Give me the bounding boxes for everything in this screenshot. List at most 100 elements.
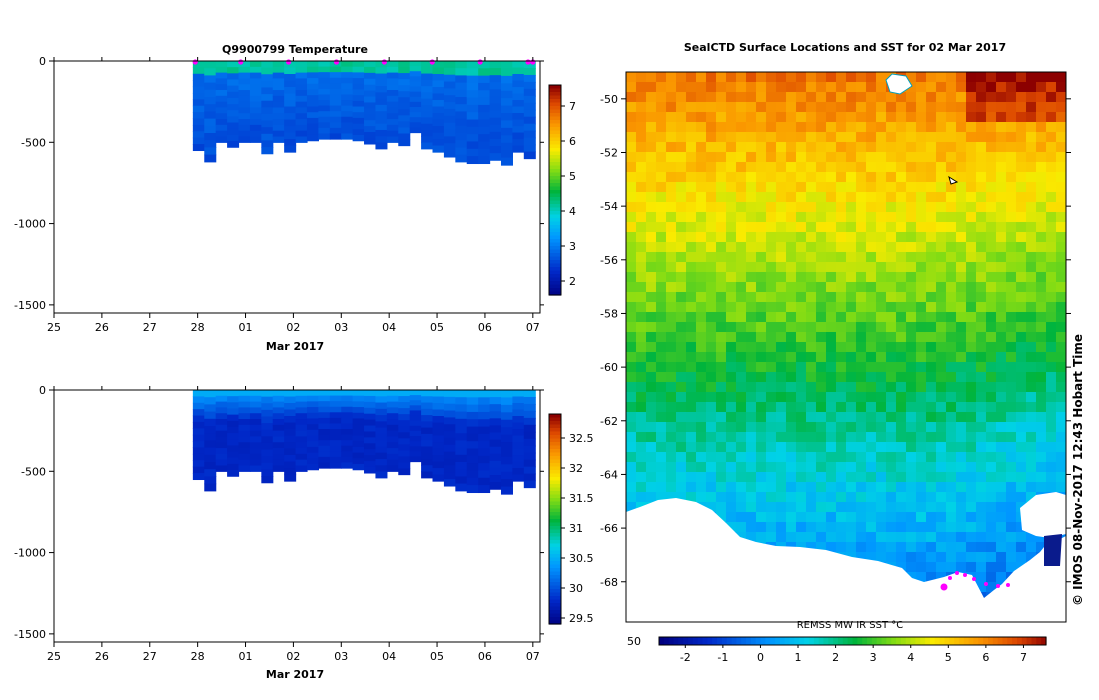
x-tick-label: 25	[47, 650, 61, 663]
sst-cell	[876, 352, 887, 363]
section-cell	[295, 390, 308, 397]
section-cell	[272, 107, 285, 114]
section-cell	[478, 141, 491, 150]
section-cell	[398, 390, 411, 397]
sst-cell	[766, 532, 777, 543]
section-cell	[432, 422, 445, 430]
sst-cell	[1016, 192, 1027, 203]
section-cell	[204, 483, 217, 492]
sst-cell	[976, 182, 987, 193]
sst-cell	[896, 192, 907, 203]
sst-cell	[826, 492, 837, 503]
sst-cell	[746, 82, 757, 93]
sst-cell	[806, 272, 817, 283]
sst-cell	[706, 372, 717, 383]
sst-cell	[916, 492, 927, 503]
colorbar-segment	[934, 637, 941, 645]
sst-cell	[786, 362, 797, 373]
colorbar-segment	[549, 617, 561, 622]
section-cell	[523, 390, 536, 398]
sst-cell	[986, 472, 997, 483]
sst-cell	[966, 362, 977, 373]
section-cell	[227, 414, 240, 422]
colorbar-tick-label: 30.5	[569, 552, 594, 565]
section-cell	[329, 111, 342, 118]
sst-cell	[936, 532, 947, 543]
sst-cell	[776, 162, 787, 173]
section-cell	[364, 419, 377, 427]
section-cell	[375, 421, 388, 429]
section-cell	[204, 454, 217, 463]
sst-cell	[836, 172, 847, 183]
sst-cell	[636, 72, 647, 83]
colorbar-segment	[549, 557, 561, 562]
sst-cell	[946, 472, 957, 483]
sst-cell	[946, 112, 957, 123]
sst-cell	[776, 102, 787, 113]
colorbar-segment	[958, 637, 965, 645]
sst-cell	[1006, 182, 1017, 193]
sst-cell	[726, 332, 737, 343]
sst-cell	[856, 112, 867, 123]
sst-cell	[746, 472, 757, 483]
sst-cell	[946, 402, 957, 413]
sst-cell	[986, 372, 997, 383]
sst-cell	[696, 422, 707, 433]
sst-cell	[766, 322, 777, 333]
sst-cell	[736, 502, 747, 513]
sst-cell	[916, 392, 927, 403]
sst-cell	[856, 382, 867, 393]
sst-cell	[686, 132, 697, 143]
colorbar-segment	[549, 613, 561, 618]
sst-cell	[996, 132, 1007, 143]
sst-cell	[846, 202, 857, 213]
lat-tick-label: -58	[600, 307, 618, 320]
sst-cell	[1046, 242, 1057, 253]
sst-cell	[946, 452, 957, 463]
sst-cell	[776, 492, 787, 503]
section-cell	[284, 429, 297, 437]
sst-cell	[626, 452, 637, 463]
section-cell	[192, 131, 205, 139]
sst-cell	[916, 162, 927, 173]
sst-cell	[736, 172, 747, 183]
sst-cell	[1046, 252, 1057, 263]
section-cell	[489, 82, 502, 90]
section-cell	[500, 68, 513, 77]
colorbar-segment	[910, 637, 916, 645]
sst-cell	[836, 442, 847, 453]
colorbar-segment	[549, 102, 561, 107]
sst-cell	[826, 92, 837, 103]
sst-cell	[806, 402, 817, 413]
sst-cell	[956, 192, 967, 203]
sst-cell	[1046, 442, 1057, 453]
sst-cell	[656, 132, 667, 143]
section-cell	[466, 470, 479, 479]
sst-cell	[816, 342, 827, 353]
sst-cell	[706, 482, 717, 493]
sst-cell	[926, 432, 937, 443]
section-cell	[398, 91, 411, 98]
sst-cell	[886, 402, 897, 413]
sst-cell	[776, 432, 787, 443]
section-cell	[432, 409, 445, 417]
section-cell	[375, 471, 388, 479]
sst-cell	[906, 282, 917, 293]
sst-cell	[686, 472, 697, 483]
section-cell	[455, 125, 468, 134]
section-cell	[318, 412, 331, 419]
sst-cell	[946, 332, 957, 343]
section-cell	[421, 92, 434, 100]
sst-cell	[1056, 112, 1067, 123]
sst-cell	[936, 212, 947, 223]
section-cell	[249, 453, 262, 461]
sst-cell	[726, 412, 737, 423]
sst-cell	[936, 242, 947, 253]
sst-cell	[986, 382, 997, 393]
sst-cell	[796, 342, 807, 353]
section-cell	[215, 419, 228, 426]
sst-cell	[736, 242, 747, 253]
sst-cell	[1036, 202, 1047, 213]
sst-cell	[756, 512, 767, 523]
sst-cell	[886, 532, 897, 543]
